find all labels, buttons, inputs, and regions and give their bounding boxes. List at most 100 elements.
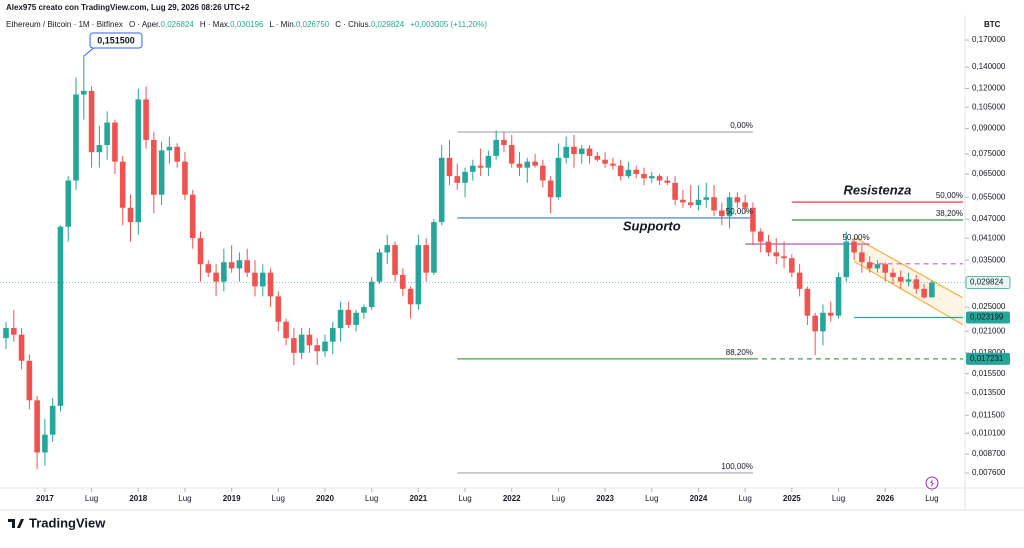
callout-label: 0,151500	[97, 35, 135, 45]
candle-body	[291, 338, 297, 353]
candle-body	[913, 279, 920, 289]
candle-body	[392, 245, 398, 275]
candle-body	[400, 274, 406, 289]
candle-body	[742, 202, 748, 208]
ohlc-key: H · Max.	[200, 20, 230, 29]
ohlc-key: L · Min.	[270, 20, 296, 29]
candle-body	[322, 341, 328, 352]
candle-body	[773, 252, 780, 257]
candle-body	[633, 169, 640, 174]
logo-icon	[8, 519, 24, 528]
candle-body	[329, 328, 336, 342]
candle-body	[578, 148, 585, 155]
level-label: 50,00%	[726, 207, 753, 216]
level-label: 100,00%	[721, 462, 753, 471]
x-tick-label: 2019	[223, 494, 241, 503]
x-tick-label: Lug	[925, 494, 938, 503]
candle-body	[205, 264, 212, 273]
candle-body	[112, 122, 118, 162]
candle-body	[586, 148, 593, 156]
candle-body	[10, 328, 17, 335]
y-tick-label: 0,170000	[972, 35, 1006, 44]
y-tick-label: 0,065000	[972, 169, 1006, 178]
x-tick-label: Lug	[85, 494, 98, 503]
candle-body	[477, 165, 484, 168]
y-tick-label: 0,075000	[972, 149, 1006, 158]
level-label: 50,00%	[842, 233, 869, 242]
candle-body	[750, 207, 756, 232]
candle-body	[555, 157, 562, 198]
candle-body	[680, 199, 686, 203]
candle-body	[874, 264, 881, 269]
candle-body	[485, 155, 492, 168]
candle-body	[897, 277, 904, 282]
x-tick-label: Lug	[458, 494, 471, 503]
candle-body	[135, 99, 142, 223]
plot-area	[0, 56, 965, 474]
ohlc-value: 0,026824	[161, 20, 195, 29]
candle-body	[516, 163, 523, 168]
price-label: 0,017231	[970, 354, 1004, 363]
candle-body	[151, 139, 157, 195]
candle-body	[726, 197, 733, 217]
x-tick-label: 2017	[36, 494, 54, 503]
price-label-box	[965, 276, 1011, 289]
symbol: Ethereum / Bitcoin · 1M · Bitfinex	[6, 20, 123, 29]
ohlc-key: O · Aper.	[129, 20, 161, 29]
ohlc-value: 0,030196	[230, 20, 264, 29]
level-label: 50,00%	[936, 191, 963, 200]
channel-line	[853, 236, 964, 299]
candle-body	[57, 226, 64, 406]
candle-body	[563, 146, 569, 158]
annotation: Supporto	[623, 218, 681, 233]
candle-body	[197, 238, 204, 265]
candle-body	[820, 312, 826, 332]
candle-body	[446, 157, 453, 177]
candle-body	[143, 99, 149, 140]
change: +0,003005 (+11,20%)	[410, 20, 487, 29]
candle-body	[602, 159, 608, 164]
x-tick-label: 2024	[690, 494, 708, 503]
x-tick-label: Lug	[738, 494, 751, 503]
candle-body	[711, 197, 717, 211]
candle-body	[26, 360, 33, 401]
candle-body	[765, 241, 772, 253]
y-tick-label: 0,008700	[972, 449, 1006, 458]
candle-body	[835, 277, 842, 316]
x-tick-label: 2021	[409, 494, 427, 503]
candle-body	[493, 139, 499, 156]
y-tick-label: 0,120000	[972, 84, 1006, 93]
candle-body	[3, 328, 9, 339]
callout-box	[89, 32, 143, 49]
price-label-box	[966, 311, 1010, 324]
candle-body	[96, 145, 103, 153]
x-tick-label: 2023	[596, 494, 614, 503]
x-tick-label: Lug	[178, 494, 191, 503]
candle-body	[462, 171, 468, 183]
candle-body	[929, 282, 935, 298]
candle-body	[859, 252, 865, 263]
candle-body	[384, 245, 391, 253]
candle-body	[252, 272, 258, 287]
y-tick-label: 0,041000	[972, 233, 1006, 242]
candle-body	[508, 145, 515, 164]
candle-body	[415, 245, 422, 305]
candle-body	[454, 176, 461, 183]
candle-body	[127, 207, 134, 223]
candle-body	[298, 334, 305, 353]
channel-line	[853, 260, 964, 326]
candle-body	[734, 197, 741, 203]
candle-body	[843, 241, 850, 278]
candle-body	[804, 288, 811, 316]
x-tick-label: Lug	[272, 494, 285, 503]
ohlc-key: C · Chius.	[335, 20, 371, 29]
x-tick-label: Lug	[365, 494, 378, 503]
candle-body	[781, 256, 787, 259]
candle-body	[703, 197, 710, 200]
level-label: 88,20%	[726, 348, 753, 357]
candle-body	[866, 262, 873, 269]
y-tick-label: 0,010100	[972, 428, 1006, 437]
level-label: 38,20%	[936, 209, 963, 218]
candle-body	[812, 315, 818, 332]
candle-body	[182, 161, 188, 195]
